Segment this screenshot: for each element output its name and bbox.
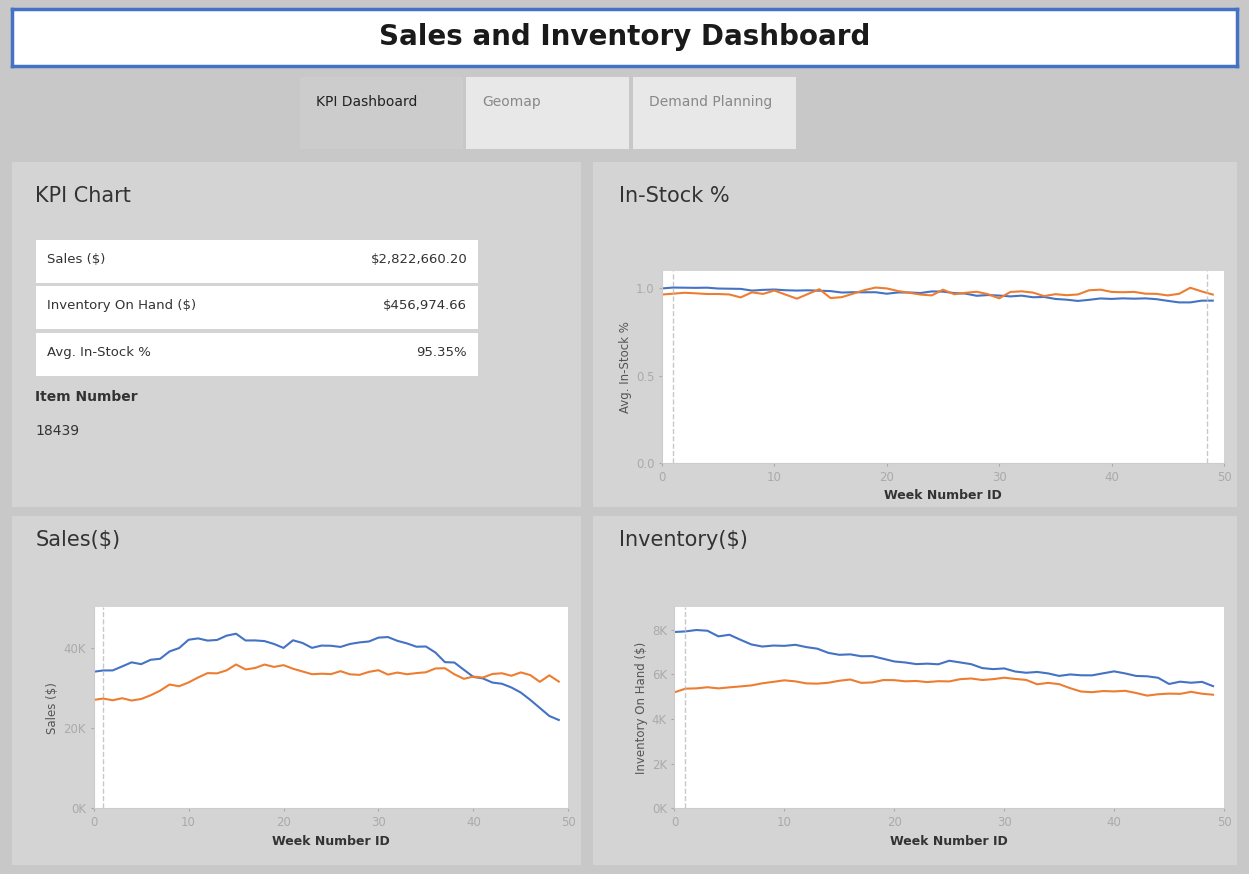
Text: Item Number: Item Number (35, 390, 137, 404)
FancyBboxPatch shape (35, 285, 478, 329)
Y-axis label: Sales ($): Sales ($) (46, 682, 60, 734)
Text: Demand Planning: Demand Planning (649, 95, 772, 109)
Text: Inventory On Hand ($): Inventory On Hand ($) (46, 299, 196, 312)
Y-axis label: Inventory On Hand ($): Inventory On Hand ($) (634, 642, 647, 774)
Text: KPI Dashboard: KPI Dashboard (316, 95, 417, 109)
Text: 95.35%: 95.35% (416, 346, 467, 359)
Y-axis label: Avg. In-Stock %: Avg. In-Stock % (618, 321, 632, 413)
X-axis label: Week Number ID: Week Number ID (891, 835, 1008, 848)
FancyBboxPatch shape (35, 239, 478, 282)
FancyBboxPatch shape (35, 332, 478, 376)
Text: Sales and Inventory Dashboard: Sales and Inventory Dashboard (378, 23, 871, 52)
Text: KPI Chart: KPI Chart (35, 186, 131, 206)
X-axis label: Week Number ID: Week Number ID (272, 835, 390, 848)
Text: Sales ($): Sales ($) (46, 253, 105, 266)
X-axis label: Week Number ID: Week Number ID (884, 489, 1002, 503)
Text: Inventory($): Inventory($) (620, 530, 748, 550)
Text: $2,822,660.20: $2,822,660.20 (371, 253, 467, 266)
Text: Geomap: Geomap (482, 95, 541, 109)
Text: $456,974.66: $456,974.66 (383, 299, 467, 312)
Text: Sales($): Sales($) (35, 530, 120, 550)
Text: Avg. In-Stock %: Avg. In-Stock % (46, 346, 150, 359)
Text: 18439: 18439 (35, 424, 80, 438)
Text: In-Stock %: In-Stock % (620, 186, 729, 206)
